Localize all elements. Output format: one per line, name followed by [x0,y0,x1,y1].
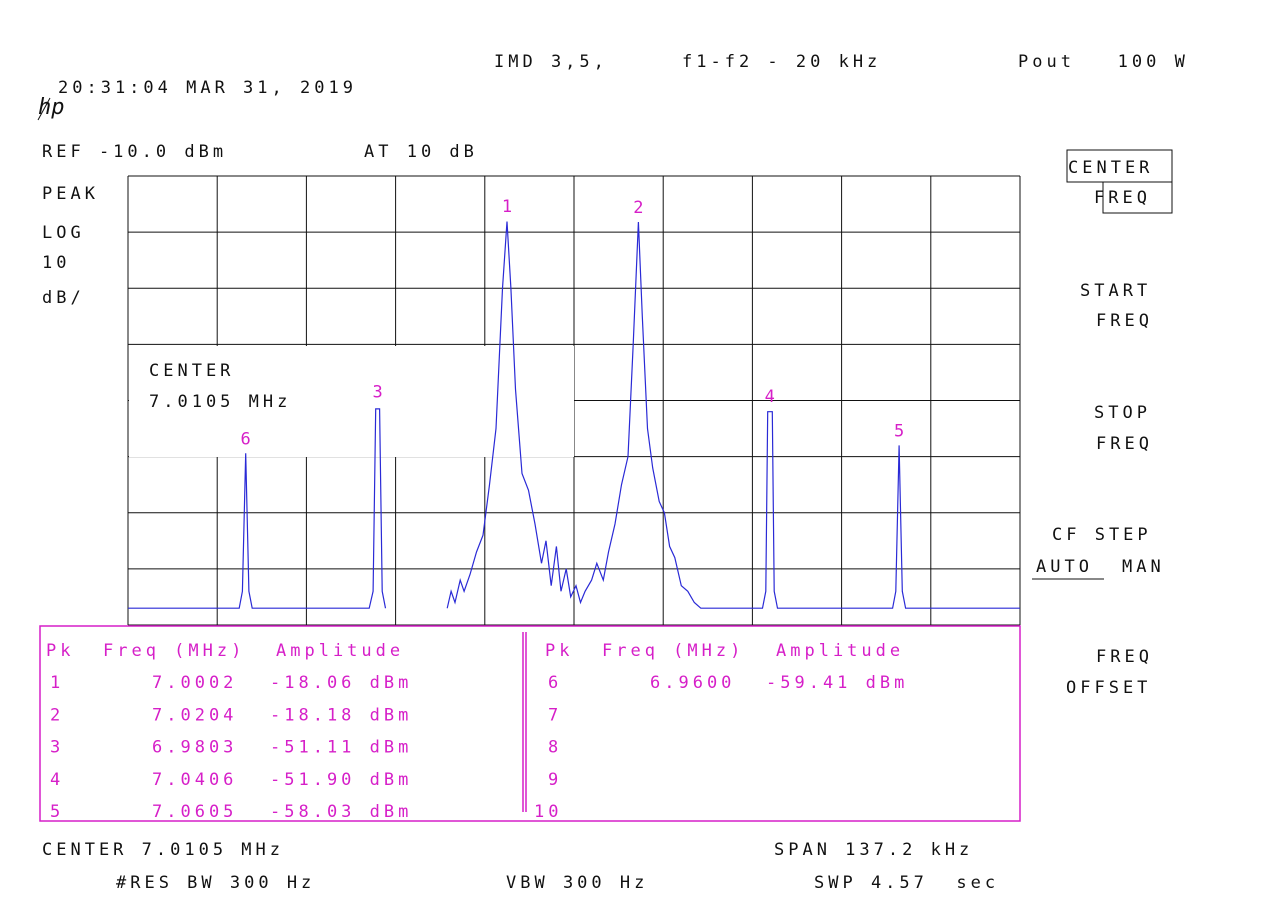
peak-marker: 4 [765,387,775,407]
table-cell: -18.06 dBm [270,673,412,693]
footer-center: CENTER 7.0105 MHz [42,840,284,860]
softkey[interactable]: STOP [1094,403,1151,423]
table-cell: 5 [50,802,64,822]
table-cell: 7.0002 [152,673,237,693]
logo: hp [38,95,65,120]
softkey[interactable]: CENTER [1068,158,1153,178]
table-cell: -18.18 dBm [270,705,412,725]
table-header: Freq (MHz) [602,641,744,661]
table-header: Amplitude [276,641,404,661]
ref-level: REF -10.0 dBm [42,142,227,162]
table-cell: 3 [50,738,64,758]
peak-marker: 3 [373,383,383,403]
softkey[interactable]: START [1080,281,1151,301]
table-cell: -51.90 dBm [270,770,412,790]
peak-marker: 2 [633,198,643,218]
detector: PEAK [42,184,99,204]
softkey-box [1102,181,1173,214]
table-cell: -59.41 dBm [766,673,908,693]
trace [128,221,1020,609]
table-cell: 6.9600 [650,673,735,693]
softkey[interactable]: FREQ [1094,188,1151,208]
softkey[interactable]: CF STEP [1052,525,1152,545]
table-cell: 7.0204 [152,705,237,725]
peak-table: Pk Freq (MHz) Amplitude Pk Freq (MHz) Amplitu… [46,641,908,822]
footer-sweep: SWP 4.57 sec [814,873,999,893]
trace-area: 1 2 3 4 5 6 [128,197,1020,609]
softkey-option[interactable]: MAN [1122,557,1165,577]
softkey[interactable]: FREQ [1096,647,1153,667]
timestamp: 20:31:04 MAR 31, 2019 [58,78,357,98]
table-cell: 4 [50,770,64,790]
table-cell: 2 [50,705,64,725]
power-out: Pout 100 W [1018,52,1189,72]
peak-marker: 5 [894,422,904,442]
table-cell: 7 [548,705,562,725]
table-cell: 8 [548,738,562,758]
footer-rbw: #RES BW 300 Hz [116,873,315,893]
tone-spacing: f1-f2 - 20 kHz [682,52,881,72]
table-cell: -51.11 dBm [270,738,412,758]
table-cell: 6.9803 [152,738,237,758]
footer-span: SPAN 137.2 kHz [774,840,973,860]
peak-marker: 6 [241,429,251,449]
logo-stroke [37,97,51,121]
table-cell: -58.03 dBm [270,802,412,822]
center-value: 7.0105 MHz [149,392,291,412]
table-cell: 10 [534,802,562,822]
footer-vbw: VBW 300 Hz [506,873,648,893]
scale-value: 10 [42,253,70,273]
softkey[interactable]: OFFSET [1066,678,1151,698]
peak-table-box [39,625,1021,822]
center-label: CENTER [149,361,234,381]
table-cell: 6 [548,673,562,693]
scale-type: LOG [42,223,85,243]
table-cell: 9 [548,770,562,790]
table-header: Amplitude [776,641,904,661]
softkey[interactable]: FREQ [1096,311,1153,331]
imd-label: IMD 3,5, [494,52,608,72]
attenuation: AT 10 dB [364,142,478,162]
table-cell: 7.0605 [152,802,237,822]
table-cell: 7.0406 [152,770,237,790]
table-header: Pk [545,641,573,661]
table-header: Freq (MHz) [103,641,245,661]
softkey[interactable]: FREQ [1096,434,1153,454]
softkey-option[interactable]: AUTO [1036,557,1093,577]
table-header: Pk [46,641,74,661]
peak-marker: 1 [502,197,512,217]
scale-unit: dB/ [42,288,85,308]
table-cell: 1 [50,673,64,693]
center-annotation-box [129,346,574,457]
